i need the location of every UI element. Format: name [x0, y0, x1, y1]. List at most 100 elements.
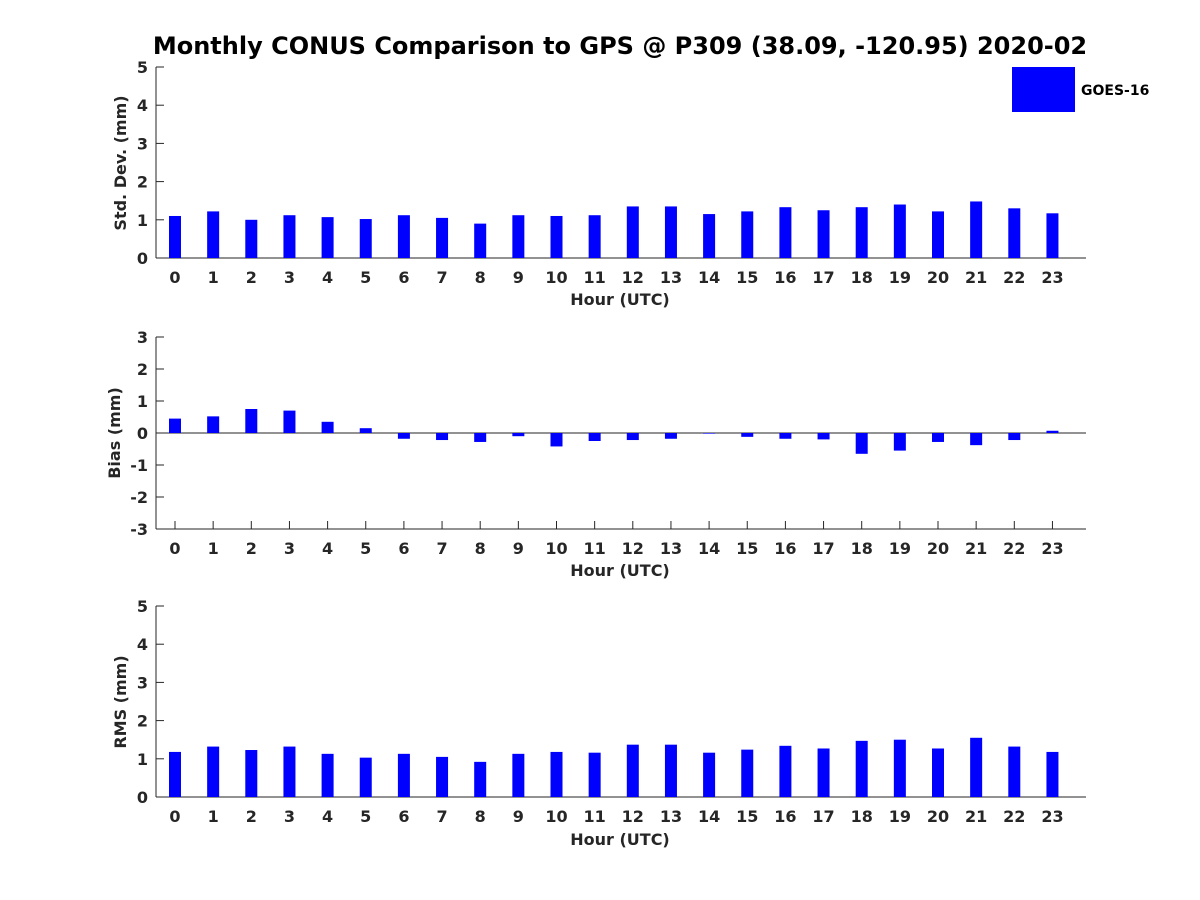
bar-rms-10 [550, 751, 563, 797]
bars-rms [169, 737, 1059, 797]
x-tick-label: 13 [660, 539, 682, 558]
bar-std-16 [779, 207, 792, 258]
bar-std-19 [893, 204, 906, 258]
x-tick-label: 6 [398, 807, 409, 826]
x-tick-label: 5 [360, 268, 371, 287]
y-tick-label: 4 [137, 96, 148, 115]
bar-std-0 [169, 215, 181, 258]
bar-std-22 [1008, 208, 1021, 258]
x-tick-label: 5 [360, 539, 371, 558]
bar-std-20 [932, 211, 944, 258]
y-tick-label: -3 [130, 520, 148, 539]
y-tick-label: 2 [137, 712, 148, 731]
x-tick-label: 15 [736, 268, 758, 287]
x-tick-label: 10 [545, 807, 567, 826]
x-tick-label: 21 [965, 807, 987, 826]
x-tick-label: 0 [169, 807, 180, 826]
bar-std-13 [664, 206, 677, 258]
x-tick-label: 17 [812, 807, 834, 826]
x-tick-label: 15 [736, 807, 758, 826]
x-tick-label: 5 [360, 807, 371, 826]
y-tick-label: 1 [137, 750, 148, 769]
x-tick-label: 22 [1003, 807, 1025, 826]
y-tick-label: 0 [137, 249, 148, 268]
x-tick-label: 17 [812, 268, 834, 287]
x-tick-label: 22 [1003, 539, 1025, 558]
bar-std-6 [397, 215, 410, 258]
x-tick-label: 0 [169, 539, 180, 558]
y-tick-label: -1 [130, 456, 148, 475]
x-tick-label: 9 [513, 268, 524, 287]
bar-bias-6 [397, 433, 410, 439]
bar-rms-20 [932, 748, 944, 797]
y-tick-label: 0 [137, 788, 148, 807]
bar-rms-7 [436, 756, 449, 797]
y-tick-label: 3 [137, 328, 148, 347]
bar-bias-16 [779, 433, 792, 439]
x-tick-label: 1 [208, 807, 219, 826]
y-tick-label: 5 [137, 597, 148, 616]
x-tick-label: 23 [1041, 539, 1063, 558]
bars-bias [169, 409, 1059, 454]
bar-std-5 [359, 219, 372, 258]
x-tick-label: 17 [812, 539, 834, 558]
ylabel-std: Std. Dev. (mm) [111, 95, 130, 230]
bar-bias-5 [359, 428, 372, 433]
bar-bias-9 [512, 433, 525, 437]
bar-bias-1 [207, 416, 220, 433]
x-tick-label: 6 [398, 539, 409, 558]
x-tick-label: 11 [584, 539, 606, 558]
legend-swatch [1012, 67, 1075, 112]
bar-rms-14 [703, 752, 716, 797]
bar-rms-0 [169, 751, 181, 797]
x-tick-label: 4 [322, 268, 333, 287]
x-tick-label: 4 [322, 807, 333, 826]
bar-rms-9 [512, 753, 525, 797]
bar-std-15 [741, 211, 754, 258]
xlabel-rms: Hour (UTC) [570, 830, 670, 849]
x-tick-label: 10 [545, 539, 567, 558]
bar-rms-2 [245, 750, 258, 797]
x-tick-label: 7 [436, 539, 447, 558]
x-tick-label: 8 [475, 539, 486, 558]
x-tick-label: 12 [622, 807, 644, 826]
x-tick-label: 2 [246, 268, 257, 287]
x-tick-label: 19 [889, 807, 911, 826]
bar-rms-12 [626, 744, 639, 797]
bar-bias-7 [436, 433, 449, 441]
x-tick-label: 1 [208, 539, 219, 558]
bar-std-1 [207, 211, 220, 258]
x-tick-label: 23 [1041, 807, 1063, 826]
x-tick-label: 11 [584, 268, 606, 287]
bar-rms-18 [855, 740, 868, 797]
x-tick-label: 18 [851, 268, 873, 287]
bar-bias-4 [321, 421, 334, 433]
x-tick-label: 8 [475, 268, 486, 287]
bar-std-8 [474, 223, 487, 258]
bar-std-23 [1046, 213, 1059, 258]
ylabel-rms: RMS (mm) [111, 655, 130, 748]
y-tick-label: 1 [137, 392, 148, 411]
x-tick-label: 19 [889, 539, 911, 558]
bar-rms-6 [397, 753, 410, 797]
bar-rms-17 [817, 748, 830, 797]
bar-std-9 [512, 215, 525, 258]
bar-rms-23 [1046, 751, 1059, 797]
x-tick-label: 18 [851, 807, 873, 826]
x-tick-label: 21 [965, 268, 987, 287]
y-tick-label: 3 [137, 134, 148, 153]
bar-bias-8 [474, 433, 487, 442]
x-tick-label: 12 [622, 268, 644, 287]
bar-rms-8 [474, 761, 487, 797]
bar-std-17 [817, 210, 830, 258]
x-tick-label: 3 [284, 268, 295, 287]
bar-rms-21 [970, 737, 983, 797]
x-tick-label: 19 [889, 268, 911, 287]
bar-std-2 [245, 219, 258, 258]
bar-rms-16 [779, 745, 792, 797]
bar-rms-1 [207, 746, 220, 797]
bar-bias-2 [245, 409, 258, 433]
